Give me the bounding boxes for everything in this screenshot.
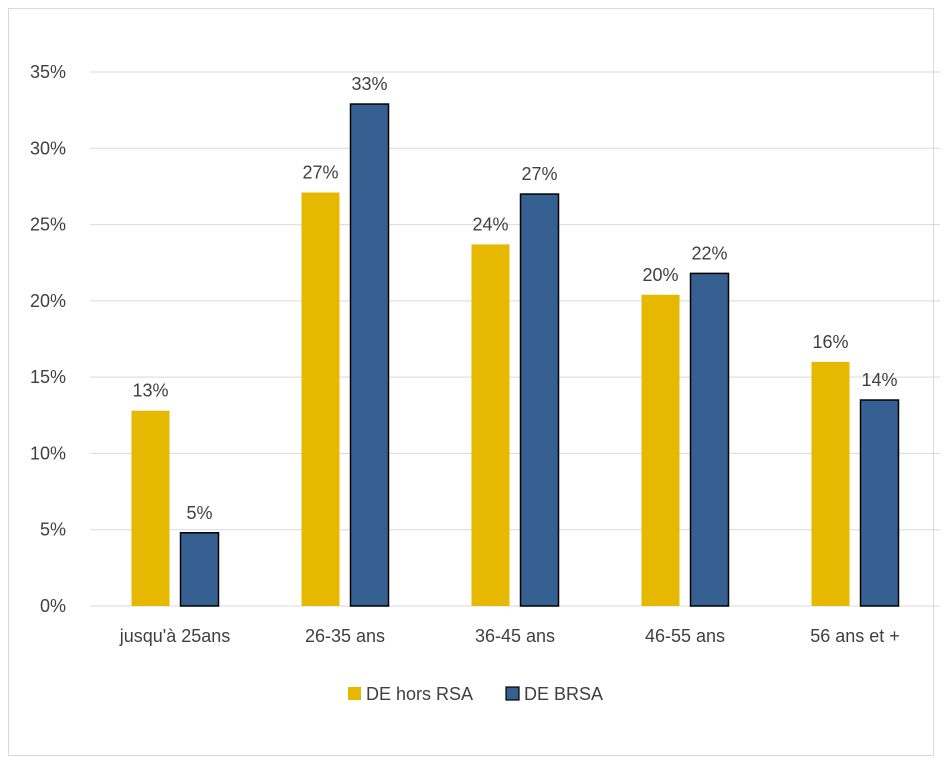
y-tick-label: 0% [40, 596, 66, 616]
y-tick-label: 20% [30, 291, 66, 311]
x-axis-categories: jusqu'à 25ans 26-35 ans 36-45 ans 46-55 ans… [119, 626, 900, 646]
legend: DE hors RSA DE BRSA [348, 684, 603, 704]
data-label: 27% [521, 164, 557, 184]
data-labels: 13% 5% 27% 33% 24% 27% 20% 22% 16% 14% [132, 74, 897, 523]
y-tick-label: 25% [30, 215, 66, 235]
category-label: 56 ans et + [810, 626, 900, 646]
y-tick-label: 30% [30, 138, 66, 158]
bar-de-brsa [179, 532, 220, 607]
y-tick-label: 10% [30, 443, 66, 463]
bar-de-hors-rsa [301, 192, 340, 606]
category-label: 46-55 ans [645, 626, 725, 646]
bar-de-brsa [859, 399, 900, 607]
bar-de-brsa [689, 272, 730, 607]
data-label: 27% [302, 163, 338, 183]
bar-de-hors-rsa [471, 244, 510, 607]
legend-label: DE hors RSA [366, 684, 473, 704]
bar-de-hors-rsa [641, 294, 680, 606]
legend-label: DE BRSA [524, 684, 603, 704]
data-label: 14% [861, 370, 897, 390]
bar-de-brsa [519, 193, 560, 607]
chart-frame [8, 8, 934, 756]
y-tick-label: 35% [30, 62, 66, 82]
bar-de-brsa [349, 103, 390, 607]
data-label: 13% [132, 381, 168, 401]
y-axis-ticks: 0% 5% 10% 15% 20% 25% 30% 35% [30, 62, 66, 616]
legend-swatch [348, 687, 361, 700]
data-label: 22% [691, 243, 727, 263]
data-label: 24% [472, 214, 508, 234]
category-label: 36-45 ans [475, 626, 555, 646]
data-label: 5% [186, 503, 212, 523]
category-label: jusqu'à 25ans [119, 626, 231, 646]
bar-de-hors-rsa [131, 410, 170, 606]
bar-de-hors-rsa [811, 361, 850, 606]
y-tick-label: 15% [30, 367, 66, 387]
y-tick-label: 5% [40, 520, 66, 540]
gridlines [90, 71, 940, 607]
data-label: 20% [642, 265, 678, 285]
data-label: 16% [812, 332, 848, 352]
bars [131, 103, 900, 607]
data-label: 33% [351, 74, 387, 94]
legend-swatch [505, 686, 520, 701]
category-label: 26-35 ans [305, 626, 385, 646]
